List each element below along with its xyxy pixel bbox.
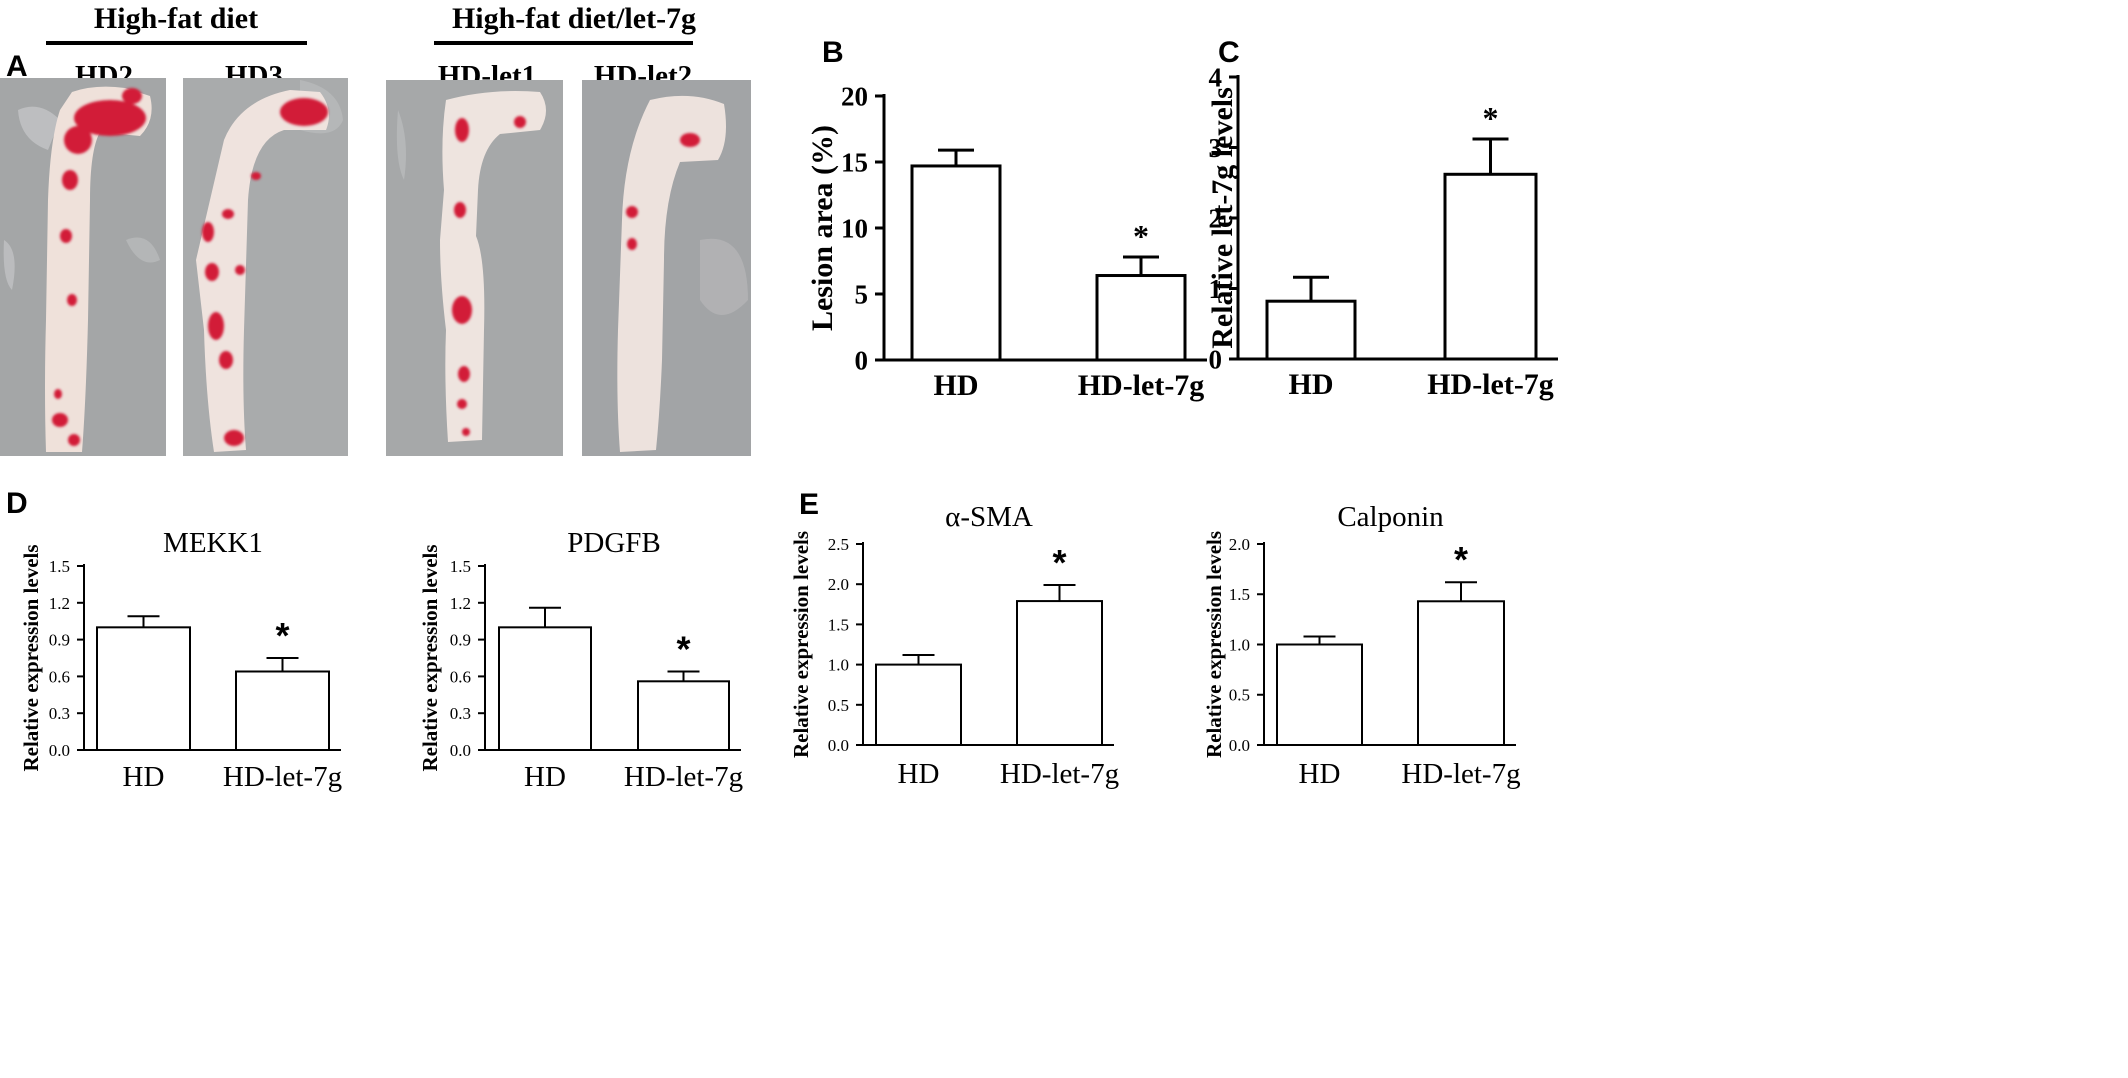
y-tick-label: 0.0 [49, 741, 70, 760]
y-tick-label: 2.0 [828, 575, 849, 594]
y-tick-label: 1.5 [450, 557, 471, 576]
y-tick-label: 1.0 [828, 656, 849, 675]
y-axis-label: Relative let-7g levels [1206, 87, 1239, 349]
y-tick-label: 0.6 [450, 667, 471, 686]
y-axis-label: Relative expression levels [789, 531, 813, 758]
bar-hd [498, 626, 592, 751]
category-label: HD [1289, 368, 1334, 401]
y-tick-label: 0.9 [49, 631, 70, 650]
category-label: HD [898, 758, 940, 790]
category-label: HD [1299, 758, 1341, 790]
y-tick-label: 0.0 [828, 736, 849, 755]
significance-mark: * [1483, 100, 1499, 136]
y-tick-label: 0 [1209, 344, 1223, 374]
y-tick-label: 0.0 [1229, 736, 1250, 755]
aorta-photo-hd-let2 [582, 80, 751, 456]
group-title-high-fat-diet-let7g: High-fat diet/let-7g [452, 2, 696, 35]
significance-mark: * [275, 615, 289, 656]
chart-title: α-SMA [945, 501, 1033, 533]
y-tick-label: 15 [841, 147, 868, 177]
bar-hd-let-7g [235, 670, 330, 752]
y-tick-label: 5 [855, 279, 869, 309]
y-tick-label: 0.0 [450, 741, 471, 760]
bar-hd [1276, 643, 1363, 746]
bar-hd-let-7g [637, 680, 730, 751]
y-axis-label: Relative expression levels [1202, 531, 1226, 758]
y-tick-label: 0.6 [49, 667, 70, 686]
y-tick-label: 10 [841, 213, 868, 243]
chart-title: Calponin [1337, 501, 1444, 533]
bar-hd-let-7g [1016, 600, 1103, 746]
chart-4: PDGFB 0.0 0.3 0.6 0.9 1.2 1.5 Relative expressi… [418, 527, 743, 793]
panel-label-b: B [822, 36, 844, 69]
category-label: HD-let-7g [1000, 758, 1119, 790]
category-label: HD-let-7g [1401, 758, 1520, 790]
significance-mark: * [676, 628, 690, 669]
y-tick-label: 0 [855, 345, 869, 375]
y-tick-label: 1.5 [1229, 585, 1250, 604]
y-tick-label: 0.5 [828, 696, 849, 715]
bar-hd [910, 164, 1002, 362]
bar-hd-let-7g [1417, 600, 1505, 746]
category-label: HD-let-7g [223, 761, 342, 793]
y-tick-label: 2.0 [1229, 535, 1250, 554]
panel-label-c: C [1218, 36, 1240, 69]
y-axis-label: Relative expression levels [418, 544, 442, 771]
bar-hd [875, 663, 962, 746]
y-tick-label: 3 [1209, 133, 1223, 163]
bar-hd [96, 626, 191, 751]
panel-label-d: D [6, 487, 28, 520]
y-tick-label: 1.2 [450, 594, 471, 613]
bar-hd-let-7g [1095, 274, 1187, 362]
panel-label-a: A [6, 50, 28, 83]
aorta-photo-hd-let1 [386, 80, 563, 456]
bar-hd [1265, 299, 1357, 361]
y-tick-label: 2 [1209, 203, 1223, 233]
y-tick-label: 1.0 [1229, 635, 1250, 654]
significance-mark: * [1052, 542, 1066, 583]
y-axis-label: Lesion area (%) [806, 125, 839, 331]
y-tick-label: 0.9 [450, 631, 471, 650]
category-label: HD [123, 761, 165, 793]
group-title-high-fat-diet: High-fat diet [94, 2, 258, 35]
category-label: HD-let-7g [1427, 368, 1554, 401]
category-label: HD [934, 369, 979, 402]
y-tick-label: 2.5 [828, 535, 849, 554]
bar-hd-let-7g [1443, 172, 1538, 361]
y-tick-label: 0.5 [1229, 686, 1250, 705]
chart-3: D MEKK1 0.0 0.3 0.6 0.9 1.2 1.5 Relative express… [6, 487, 342, 793]
photo-panel-a: A High-fat diet HD2 HD3 High-fat diet/le… [0, 2, 751, 456]
significance-mark: * [1133, 218, 1149, 254]
y-tick-label: 20 [841, 81, 868, 111]
category-label: HD-let-7g [624, 761, 743, 793]
stain-blotches [52, 88, 700, 446]
panel-label-e: E [799, 488, 819, 521]
y-tick-label: 0.3 [450, 704, 471, 723]
significance-mark: * [1454, 539, 1468, 580]
chart-title: MEKK1 [163, 527, 263, 559]
category-label: HD [524, 761, 566, 793]
y-axis-label: Relative expression levels [19, 544, 43, 771]
category-label: HD-let-7g [1078, 369, 1205, 402]
y-tick-label: 4 [1209, 62, 1223, 92]
chart-title: PDGFB [567, 527, 661, 559]
y-tick-label: 1.5 [828, 615, 849, 634]
y-tick-label: 1.5 [49, 557, 70, 576]
y-tick-label: 0.3 [49, 704, 70, 723]
y-tick-label: 1.2 [49, 594, 70, 613]
y-tick-label: 1 [1209, 274, 1223, 304]
